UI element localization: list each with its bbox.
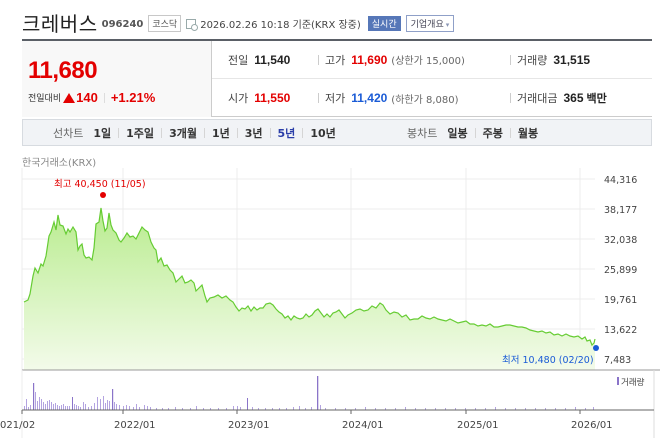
volume-legend-swatch — [617, 377, 619, 385]
low-annotation: 최저 10,480 (02/20) — [502, 355, 594, 366]
divider — [509, 127, 511, 138]
current-price-panel: 11,680 전일대비 140 +1.21% — [22, 41, 212, 117]
change-amount: 140 — [76, 90, 98, 105]
chart-period-bar: 선차트 1일 1주일 3개월 1년 3년 5년 10년 봉차트 일봉 주봉 월봉 — [22, 119, 652, 146]
y-tick: 19,761 — [604, 295, 637, 306]
market-badge: 코스닥 — [148, 15, 182, 32]
x-tick: 2024/01 — [342, 420, 384, 431]
period-1w[interactable]: 1주일 — [126, 126, 155, 140]
stat-amount: 거래대금 365 백만 — [510, 90, 607, 106]
divider — [302, 127, 304, 138]
stats-row-1: 전일 11,540 고가 11,690 (상한가 15,000) 거래량 31,… — [212, 41, 652, 79]
y-axis-labels: 44,316 38,177 32,038 25,899 19,761 13,62… — [604, 175, 637, 366]
period-3m[interactable]: 3개월 — [169, 126, 197, 140]
low-marker — [593, 345, 599, 351]
exchange-label: 한국거래소(KRX) — [22, 158, 97, 169]
y-tick: 13,622 — [604, 325, 637, 336]
company-overview-dropdown[interactable]: 기업개요 ▾ — [405, 15, 455, 32]
chevron-down-icon: ▾ — [445, 21, 450, 29]
price-chart[interactable]: 최고 40,450 (11/05) 최저 10,480 (02/20) 44,3… — [0, 168, 660, 438]
x-tick: 2022/01 — [114, 420, 156, 431]
candle-daily[interactable]: 일봉 — [447, 126, 468, 140]
period-1y[interactable]: 1년 — [211, 126, 230, 140]
candle-chart-label: 봉차트 — [407, 126, 438, 140]
up-arrow-icon — [63, 92, 76, 103]
stat-label: 전일 — [228, 53, 249, 67]
company-overview-label: 기업개요 — [410, 20, 444, 30]
volume-bars — [24, 376, 594, 410]
high-annotation: 최고 40,450 (11/05) — [54, 179, 146, 190]
stat-open: 시가 11,550 — [228, 90, 290, 106]
period-1d[interactable]: 1일 — [93, 126, 112, 140]
stat-value: 31,515 — [553, 52, 591, 67]
timestamp: 2026.02.26 10:18 기준(KRX 장중) — [200, 20, 361, 31]
stat-volume: 거래량 31,515 — [510, 52, 590, 68]
current-price: 11,680 — [28, 57, 98, 84]
realtime-button[interactable]: 실시간 — [367, 16, 401, 31]
stat-label: 거래량 — [517, 53, 548, 67]
stat-value: 365 — [563, 91, 584, 105]
x-axis-labels: 021/02 2022/01 2023/01 2024/01 2025/01 2… — [0, 420, 613, 431]
calendar-clock-icon — [186, 18, 199, 31]
stat-unit: 백만 — [586, 92, 607, 105]
upper-limit: (상한가 15,000) — [391, 56, 465, 67]
stock-header: 크레버스 096240 코스닥 2026.02.26 10:18 기준(KRX … — [22, 8, 455, 36]
divider — [161, 127, 163, 138]
period-5y[interactable]: 5년 — [277, 126, 296, 140]
divider — [103, 92, 105, 103]
divider — [236, 127, 238, 138]
stat-value: 11,540 — [254, 52, 291, 67]
volume-legend: 거래량 — [621, 377, 645, 388]
price-area — [24, 208, 595, 370]
stats-panel: 전일 11,540 고가 11,690 (상한가 15,000) 거래량 31,… — [212, 41, 652, 117]
divider — [203, 127, 205, 138]
y-tick: 38,177 — [604, 205, 637, 216]
stats-row-2: 시가 11,550 저가 11,420 (하한가 8,080) 거래대금 365… — [212, 79, 652, 117]
divider — [318, 93, 319, 103]
divider — [118, 127, 120, 138]
divider — [474, 127, 476, 138]
x-tick: 2026/01 — [571, 420, 613, 431]
period-3y[interactable]: 3년 — [244, 126, 263, 140]
y-tick: 25,899 — [604, 265, 637, 276]
price-line — [23, 207, 596, 347]
stock-name: 크레버스 — [22, 11, 98, 36]
stat-prev-close: 전일 11,540 — [228, 52, 290, 68]
line-chart-periods: 선차트 1일 1주일 3개월 1년 3년 5년 10년 — [53, 120, 336, 145]
change-row: 전일대비 140 +1.21% — [28, 90, 155, 105]
stat-value: 11,550 — [254, 91, 291, 105]
divider — [510, 54, 511, 65]
x-tick: 021/02 — [0, 420, 35, 431]
line-chart-label: 선차트 — [53, 126, 84, 140]
change-label: 전일대비 — [28, 94, 62, 104]
x-tick: 2025/01 — [457, 420, 499, 431]
stat-value: 11,420 — [351, 91, 388, 105]
y-tick: 44,316 — [604, 175, 637, 186]
stat-label: 저가 — [325, 92, 346, 105]
high-marker — [100, 192, 106, 198]
x-axis — [21, 410, 581, 414]
divider — [269, 127, 271, 138]
stat-high: 고가 11,690 (상한가 15,000) — [318, 52, 465, 68]
stat-low: 저가 11,420 (하한가 8,080) — [318, 90, 459, 106]
stat-label: 고가 — [325, 53, 346, 67]
y-tick: 32,038 — [604, 235, 637, 246]
stat-label: 거래대금 — [517, 92, 558, 105]
candle-chart-periods: 봉차트 일봉 주봉 월봉 — [407, 120, 538, 145]
stat-value: 11,690 — [351, 52, 388, 67]
divider — [510, 93, 511, 103]
change-percent: +1.21% — [110, 90, 156, 105]
lower-limit: (하한가 8,080) — [391, 94, 459, 106]
divider — [318, 54, 319, 65]
stock-code: 096240 — [101, 18, 144, 30]
y-tick: 7,483 — [604, 355, 631, 366]
candle-monthly[interactable]: 월봉 — [517, 126, 539, 140]
stat-label: 시가 — [228, 92, 249, 105]
candle-weekly[interactable]: 주봉 — [482, 126, 503, 140]
price-summary: 11,680 전일대비 140 +1.21% 전일 11,540 고가 11,6… — [22, 39, 652, 117]
period-10y[interactable]: 10년 — [310, 126, 336, 140]
x-tick: 2023/01 — [228, 420, 270, 431]
